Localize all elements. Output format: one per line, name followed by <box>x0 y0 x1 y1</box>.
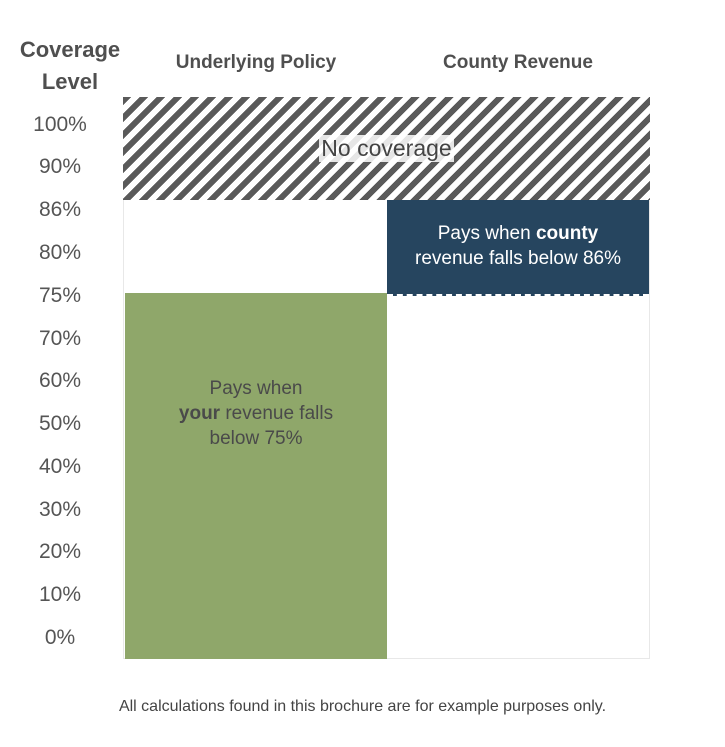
column-header-county-revenue: County Revenue <box>443 52 593 73</box>
axis-title: Coverage Level <box>0 34 140 98</box>
tick-label: 90% <box>38 155 82 178</box>
tick-label: 80% <box>38 241 82 264</box>
footnote: All calculations found in this brochure … <box>118 698 607 715</box>
underlying-line2: your revenue falls <box>125 401 387 426</box>
no-coverage-label-box: No coverage <box>123 97 650 200</box>
tick-label: 70% <box>38 327 82 350</box>
county-line2: revenue falls below 86% <box>415 248 621 269</box>
underlying-line1: Pays when <box>209 378 303 399</box>
tick-label: 0% <box>44 626 76 649</box>
no-coverage-label: No coverage <box>319 135 454 162</box>
underlying-policy-label: Pays when your revenue falls below 75% <box>125 376 387 451</box>
tick-label: 75% <box>38 284 82 307</box>
county-line1: Pays when county <box>387 221 649 246</box>
underlying-line3: below 75% <box>209 428 303 449</box>
tick-label: 20% <box>38 540 82 563</box>
tick-label: 100% <box>33 113 87 136</box>
county-bold: county <box>535 223 599 244</box>
underlying-bold: your <box>178 403 221 424</box>
tick-label: 50% <box>38 412 82 435</box>
underlying-policy-block <box>125 293 387 659</box>
axis-title-line2: Level <box>41 69 99 94</box>
county-revenue-block <box>387 200 649 296</box>
tick-label: 10% <box>38 583 82 606</box>
underlying-line2-rest: revenue falls <box>220 403 334 424</box>
tick-label: 60% <box>38 369 82 392</box>
column-header-underlying-policy: Underlying Policy <box>175 52 337 73</box>
tick-label: 40% <box>38 455 82 478</box>
tick-label: 30% <box>38 498 82 521</box>
county-line1-pre: Pays when <box>437 223 536 244</box>
tick-label: 86% <box>38 198 82 221</box>
county-revenue-label: Pays when county revenue falls below 86% <box>387 221 649 271</box>
axis-title-line1: Coverage <box>19 37 121 62</box>
